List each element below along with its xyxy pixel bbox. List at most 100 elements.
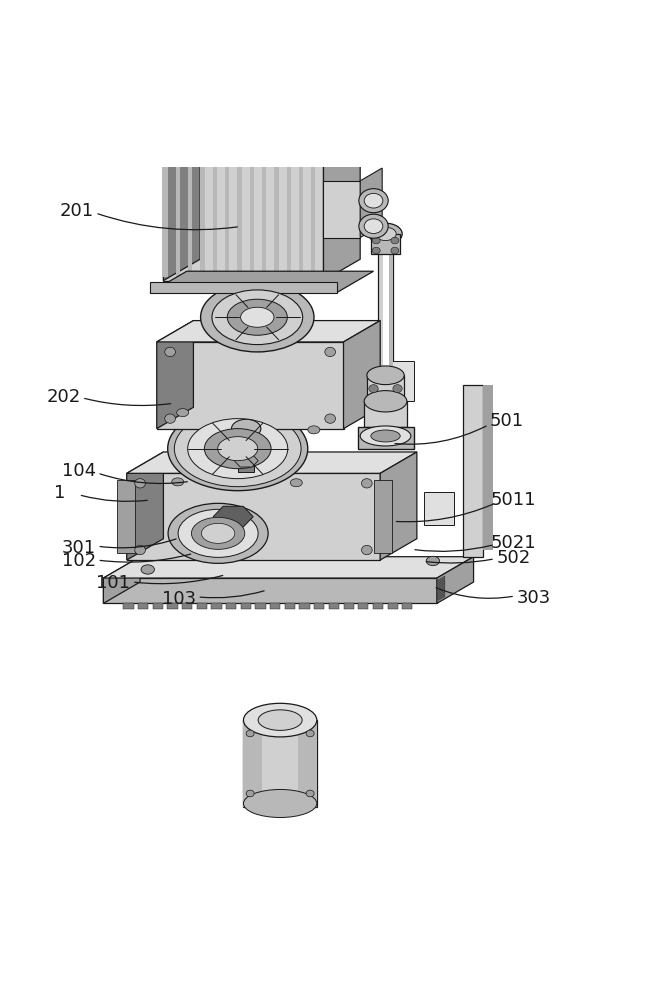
Text: 103: 103 [161,590,196,608]
Ellipse shape [232,79,291,116]
Ellipse shape [221,72,301,123]
Ellipse shape [167,407,307,491]
Ellipse shape [372,237,380,244]
Bar [383,247,389,385]
Ellipse shape [201,283,314,352]
Ellipse shape [241,307,274,327]
Polygon shape [234,429,258,455]
Text: 5021: 5021 [491,534,536,552]
Polygon shape [103,557,474,578]
Ellipse shape [364,391,407,412]
Text: 101: 101 [97,574,130,592]
Polygon shape [226,603,236,609]
Text: 5011: 5011 [491,491,536,509]
Ellipse shape [135,479,145,488]
Ellipse shape [369,385,378,393]
Ellipse shape [364,219,383,234]
Polygon shape [437,578,445,584]
Polygon shape [103,578,437,603]
Ellipse shape [191,517,245,549]
Ellipse shape [231,419,261,438]
Polygon shape [163,137,323,281]
Ellipse shape [165,347,175,357]
Ellipse shape [168,503,268,563]
Polygon shape [150,282,337,293]
Text: 301: 301 [61,539,96,557]
Polygon shape [249,140,254,277]
Polygon shape [163,140,167,277]
Ellipse shape [165,414,175,423]
Polygon shape [262,140,266,277]
Polygon shape [123,603,133,609]
Polygon shape [153,603,163,609]
Polygon shape [103,557,140,603]
Ellipse shape [391,237,399,244]
Polygon shape [237,140,241,277]
Polygon shape [437,581,445,587]
Text: 303: 303 [516,589,551,607]
Polygon shape [241,603,251,609]
Polygon shape [374,480,392,553]
Ellipse shape [306,790,314,797]
Ellipse shape [367,366,404,385]
Ellipse shape [227,299,287,335]
Polygon shape [344,603,354,609]
Ellipse shape [359,214,388,238]
Polygon shape [157,342,344,429]
Polygon shape [211,603,221,609]
Ellipse shape [243,789,317,817]
Ellipse shape [290,479,302,487]
Text: 202: 202 [46,388,81,406]
Ellipse shape [360,426,411,446]
Polygon shape [373,603,383,609]
Polygon shape [127,452,163,560]
Ellipse shape [201,523,235,543]
Ellipse shape [362,545,372,555]
Polygon shape [225,140,229,277]
Polygon shape [213,506,253,527]
Polygon shape [188,140,192,277]
Ellipse shape [171,478,183,486]
Ellipse shape [204,429,271,469]
Polygon shape [243,720,261,807]
Polygon shape [329,603,339,609]
Polygon shape [437,594,445,600]
Polygon shape [371,234,400,254]
Ellipse shape [371,430,400,442]
Ellipse shape [212,290,303,345]
Polygon shape [384,361,414,401]
Ellipse shape [174,411,301,487]
Polygon shape [177,116,347,137]
Text: 201: 201 [59,202,94,220]
Polygon shape [437,583,445,589]
Polygon shape [234,454,258,467]
Polygon shape [299,720,317,807]
Polygon shape [437,592,445,598]
Polygon shape [157,321,380,342]
Polygon shape [238,452,254,472]
Polygon shape [323,181,360,238]
Ellipse shape [141,565,155,574]
Polygon shape [299,603,309,609]
Polygon shape [402,603,412,609]
Polygon shape [358,603,368,609]
Polygon shape [437,590,445,596]
Polygon shape [364,401,407,427]
Bar [483,385,492,550]
Polygon shape [150,271,374,293]
Ellipse shape [306,730,314,737]
Polygon shape [299,140,303,277]
Bar [389,247,393,385]
Polygon shape [197,603,207,609]
Polygon shape [311,140,315,277]
Polygon shape [243,720,317,807]
Polygon shape [424,492,454,525]
Polygon shape [437,585,445,591]
Bar [378,247,393,385]
Polygon shape [127,473,380,560]
Ellipse shape [258,710,302,730]
Polygon shape [163,116,360,137]
Ellipse shape [246,730,254,737]
Ellipse shape [372,247,380,254]
Polygon shape [367,375,404,402]
